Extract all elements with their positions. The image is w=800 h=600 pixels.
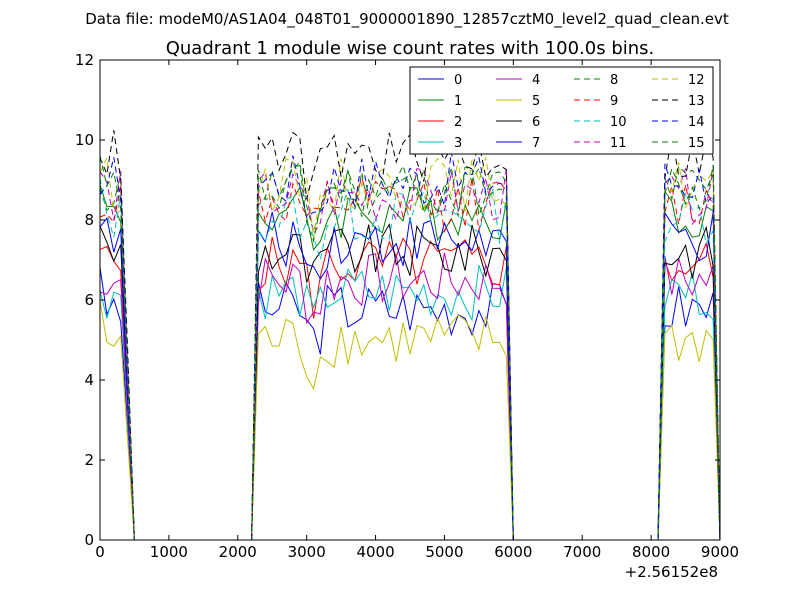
x-tick-label: 3000 [288, 543, 326, 561]
y-tick-label: 6 [84, 291, 94, 309]
series-line-9 [100, 176, 720, 540]
series-line-7 [100, 211, 720, 540]
chart-suptitle: Data file: modeM0/AS1A04_048T01_90000018… [85, 10, 729, 29]
series-line-5 [100, 300, 720, 540]
x-tick-label: 5000 [425, 543, 463, 561]
x-offset-label: +2.56152e8 [625, 563, 718, 581]
legend-label-12: 12 [688, 73, 705, 88]
series-line-12 [100, 156, 720, 540]
y-tick-label: 2 [84, 451, 94, 469]
series-line-8 [100, 161, 720, 540]
legend-label-1: 1 [454, 94, 462, 109]
legend-label-13: 13 [688, 94, 705, 109]
legend-label-7: 7 [532, 136, 540, 151]
legend-box [409, 66, 714, 155]
legend-label-3: 3 [454, 136, 462, 151]
legend-label-2: 2 [454, 115, 462, 130]
axis-ticks: 0 1000 2000 3000 4000 5000 6000 7000 8000 9000 0 2 4… [75, 51, 739, 561]
y-tick-label: 12 [75, 51, 94, 69]
x-tick-label: 7000 [563, 543, 601, 561]
legend-label-5: 5 [532, 94, 540, 109]
legend-label-0: 0 [454, 73, 462, 88]
legend-label-15: 15 [688, 136, 705, 151]
legend-label-11: 11 [610, 136, 627, 151]
series-line-2 [100, 236, 720, 540]
plot-area [100, 126, 720, 540]
y-tick-label: 10 [75, 131, 94, 149]
legend-label-14: 14 [688, 115, 705, 130]
series-line-15 [100, 155, 720, 540]
x-tick-label: 1000 [150, 543, 188, 561]
series-line-6 [100, 222, 720, 540]
legend-label-6: 6 [532, 115, 540, 130]
series-line-3 [100, 265, 720, 540]
series-line-10 [100, 178, 720, 540]
legend-label-8: 8 [610, 73, 618, 88]
series-line-14 [100, 152, 720, 540]
y-tick-label: 4 [84, 371, 94, 389]
chart-title: Quadrant 1 module wise count rates with … [166, 38, 655, 59]
series-line-4 [100, 252, 720, 540]
y-tick-label: 0 [84, 531, 94, 549]
x-tick-label: 2000 [219, 543, 257, 561]
x-tick-label: 9000 [701, 543, 739, 561]
x-tick-label: 8000 [632, 543, 670, 561]
series-line-0 [100, 267, 720, 540]
x-tick-label: 0 [95, 543, 105, 561]
legend-label-9: 9 [610, 94, 618, 109]
series-line-1 [100, 184, 720, 540]
x-tick-label: 4000 [356, 543, 394, 561]
legend-label-4: 4 [532, 73, 540, 88]
legend-label-10: 10 [610, 115, 627, 130]
y-tick-label: 8 [84, 211, 94, 229]
x-tick-label: 6000 [494, 543, 532, 561]
